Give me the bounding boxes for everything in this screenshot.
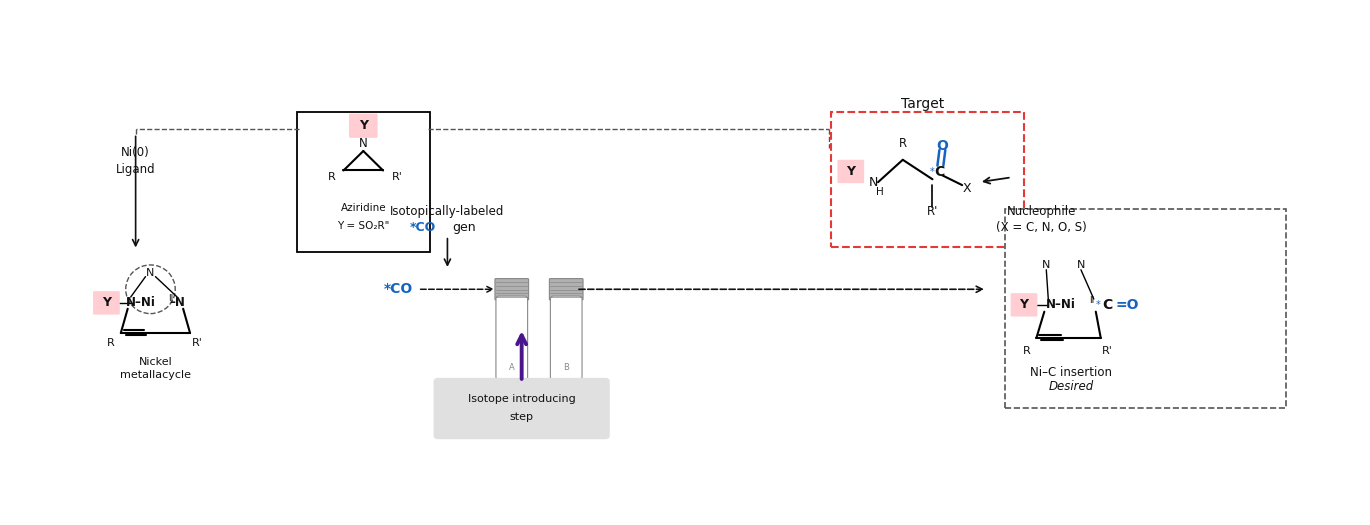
FancyBboxPatch shape: [93, 291, 119, 314]
Text: R': R': [1103, 345, 1112, 355]
Text: Ni(0): Ni(0): [122, 146, 149, 160]
Text: R': R': [926, 205, 938, 218]
Text: Aziridine: Aziridine: [341, 204, 386, 214]
Text: C: C: [1103, 298, 1112, 312]
Text: N–Ni: N–Ni: [1047, 298, 1075, 311]
Text: R': R': [192, 338, 203, 348]
Text: R: R: [327, 172, 336, 182]
Text: R': R': [392, 172, 403, 182]
Text: *: *: [1096, 300, 1100, 310]
Text: H: H: [877, 187, 884, 197]
Text: Nickel: Nickel: [138, 358, 173, 368]
Text: II: II: [1089, 296, 1095, 305]
Text: R: R: [899, 136, 907, 150]
Text: gen: gen: [452, 222, 475, 235]
Text: C: C: [934, 165, 944, 180]
Text: *CO: *CO: [384, 282, 412, 296]
FancyBboxPatch shape: [496, 296, 527, 380]
Text: –N: –N: [170, 297, 185, 309]
FancyBboxPatch shape: [433, 378, 610, 439]
Text: Target: Target: [901, 97, 944, 111]
Text: II: II: [167, 294, 173, 303]
Text: Y: Y: [101, 297, 111, 309]
FancyBboxPatch shape: [832, 112, 1023, 247]
Text: (X = C, N, O, S): (X = C, N, O, S): [996, 222, 1086, 235]
FancyBboxPatch shape: [297, 112, 430, 253]
Text: Ni–C insertion: Ni–C insertion: [1030, 365, 1112, 379]
Text: Y: Y: [1019, 298, 1029, 311]
FancyBboxPatch shape: [549, 279, 584, 300]
FancyBboxPatch shape: [551, 296, 582, 380]
Text: Isotopically-labeled: Isotopically-labeled: [390, 205, 504, 218]
FancyBboxPatch shape: [837, 160, 864, 183]
Text: R: R: [1022, 345, 1030, 355]
FancyBboxPatch shape: [349, 113, 378, 138]
Text: Isotope introducing: Isotope introducing: [467, 394, 575, 404]
Text: N: N: [869, 176, 878, 188]
Text: N: N: [1077, 260, 1085, 270]
Text: *: *: [929, 167, 934, 177]
Text: Y: Y: [359, 119, 367, 132]
Text: A: A: [508, 363, 515, 372]
Text: metallacycle: metallacycle: [121, 370, 190, 380]
Text: Nucleophile: Nucleophile: [1007, 205, 1075, 218]
Text: X: X: [963, 183, 971, 195]
Text: R: R: [107, 338, 115, 348]
Text: step: step: [510, 412, 534, 422]
Text: Desired: Desired: [1048, 380, 1093, 393]
FancyBboxPatch shape: [495, 279, 529, 300]
Text: Y: Y: [847, 165, 855, 178]
Text: Ligand: Ligand: [116, 163, 155, 176]
Text: O: O: [937, 139, 948, 153]
Text: =O: =O: [1115, 298, 1140, 312]
Text: N: N: [147, 268, 155, 278]
Text: N: N: [359, 136, 367, 150]
Text: N–Ni: N–Ni: [126, 297, 156, 309]
Text: *CO: *CO: [410, 222, 436, 235]
Text: Y = SO₂R": Y = SO₂R": [337, 221, 389, 231]
Text: N: N: [1043, 260, 1051, 270]
Text: B: B: [563, 363, 569, 372]
FancyBboxPatch shape: [1004, 209, 1286, 408]
FancyBboxPatch shape: [1011, 293, 1037, 317]
